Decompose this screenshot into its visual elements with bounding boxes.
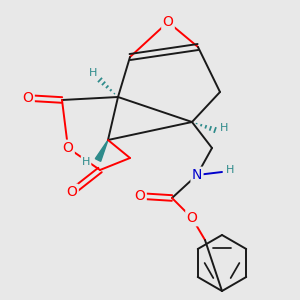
- Text: O: O: [163, 15, 173, 29]
- Text: O: O: [135, 189, 146, 203]
- Text: O: O: [67, 185, 77, 199]
- Text: O: O: [63, 141, 74, 155]
- Text: H: H: [89, 68, 97, 78]
- Text: H: H: [226, 165, 234, 175]
- Text: O: O: [187, 211, 197, 225]
- Text: H: H: [220, 123, 228, 133]
- Polygon shape: [95, 140, 108, 161]
- Text: O: O: [22, 91, 33, 105]
- Text: N: N: [192, 168, 202, 182]
- Text: H: H: [82, 157, 90, 167]
